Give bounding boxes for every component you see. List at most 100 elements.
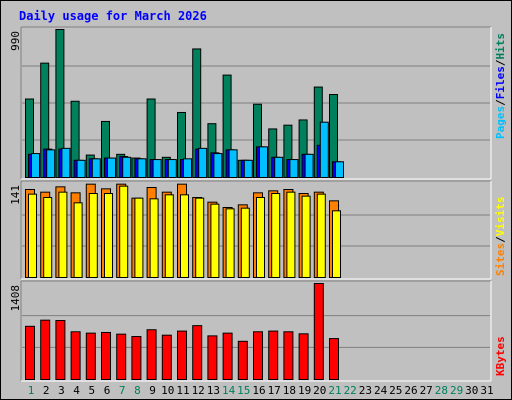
bar-kbytes-day-21: [329, 338, 339, 381]
bar-visits-day-15: [240, 207, 250, 279]
day-label-25: 25: [389, 384, 402, 397]
bar-kbytes-day-15: [237, 340, 248, 380]
bar-visits-day-3: [58, 191, 68, 279]
bar-visits-day-5: [88, 193, 98, 278]
bar-visits-day-4: [73, 202, 83, 278]
bar-kbytes-day-16: [253, 331, 263, 381]
bar-kbytes-day-4: [70, 331, 81, 381]
day-label-31: 31: [480, 384, 493, 397]
day-label-8: 8: [134, 384, 141, 397]
bar-visits-day-9: [149, 198, 159, 278]
chart-title: Daily usage for March 2026: [19, 9, 207, 23]
bar-pages-day-7: [122, 156, 132, 178]
bar-kbytes-day-18: [283, 331, 294, 381]
legend-separator: /: [494, 59, 507, 66]
day-label-14: 14: [222, 384, 236, 397]
day-label-29: 29: [450, 384, 463, 397]
bar-pages-day-4: [76, 159, 86, 178]
bar-kbytes-day-17: [268, 330, 279, 381]
legend-kbytes-panel: KBytes: [494, 336, 507, 376]
day-label-2: 2: [43, 384, 50, 397]
bar-pages-day-14: [228, 149, 238, 178]
legend-hits-panel: Pages/Files/Hits: [494, 33, 507, 139]
day-label-4: 4: [73, 384, 80, 397]
day-label-5: 5: [88, 384, 95, 397]
bar-kbytes-day-14: [222, 332, 233, 380]
bar-visits-day-16: [256, 197, 265, 278]
day-label-1: 1: [28, 384, 35, 397]
bar-visits-day-12: [195, 197, 205, 279]
bar-pages-day-15: [243, 159, 253, 178]
bar-kbytes-day-7: [116, 333, 127, 380]
bar-pages-day-13: [213, 153, 223, 179]
day-label-11: 11: [176, 384, 189, 397]
bar-visits-day-13: [210, 203, 220, 279]
bar-pages-day-3: [61, 147, 71, 178]
legend-separator: /: [494, 99, 507, 106]
bar-kbytes-day-11: [177, 330, 187, 381]
bar-kbytes-day-10: [161, 334, 172, 381]
panel-sites: 141: [9, 180, 492, 280]
bar-visits-day-10: [164, 194, 174, 278]
bar-kbytes-day-19: [298, 333, 309, 380]
bar-kbytes-day-9: [146, 329, 157, 380]
bar-visits-day-6: [104, 193, 113, 278]
legend-sites-panel: Sites/Visits: [494, 197, 507, 277]
bar-pages-day-20: [319, 121, 329, 178]
bar-pages-day-21: [335, 161, 344, 178]
bar-pages-day-10: [167, 159, 177, 179]
bar-pages-day-1: [31, 153, 40, 179]
bar-visits-day-19: [301, 195, 311, 279]
legend-files: Files: [494, 66, 507, 99]
bar-kbytes-day-5: [85, 332, 96, 380]
bar-pages-day-19: [304, 153, 314, 178]
day-label-23: 23: [359, 384, 372, 397]
day-label-26: 26: [404, 384, 417, 397]
bar-visits-day-11: [180, 194, 189, 278]
bar-pages-day-8: [137, 158, 147, 178]
legend-pages: Pages: [494, 106, 507, 139]
day-label-6: 6: [104, 384, 111, 397]
bar-kbytes-day-3: [55, 320, 66, 381]
day-label-3: 3: [58, 384, 65, 397]
day-label-9: 9: [149, 384, 156, 397]
bar-kbytes-day-6: [101, 331, 111, 381]
day-label-16: 16: [252, 384, 265, 397]
scale-label-sites: 141: [9, 185, 22, 205]
bar-visits-day-1: [28, 193, 37, 279]
legend-sites: Sites: [494, 243, 507, 276]
bar-visits-day-21: [332, 210, 341, 278]
day-label-10: 10: [161, 384, 174, 397]
day-label-13: 13: [207, 384, 220, 397]
bar-visits-day-8: [134, 197, 144, 279]
day-label-20: 20: [313, 384, 326, 397]
bar-visits-day-18: [286, 191, 296, 279]
bar-kbytes-day-20: [313, 283, 324, 380]
legend-visits: Visits: [494, 197, 507, 237]
day-label-15: 15: [237, 384, 250, 397]
day-label-21: 21: [328, 384, 341, 397]
bar-kbytes-day-1: [25, 325, 35, 380]
bar-pages-day-9: [152, 159, 162, 179]
day-label-27: 27: [420, 384, 433, 397]
day-label-30: 30: [465, 384, 478, 397]
day-label-12: 12: [192, 384, 205, 397]
bar-kbytes-day-12: [192, 325, 203, 380]
scale-label-kbytes: 1408: [9, 285, 22, 312]
bar-visits-day-14: [225, 208, 235, 278]
bar-pages-day-18: [289, 159, 299, 179]
day-label-18: 18: [283, 384, 296, 397]
day-label-22: 22: [344, 384, 357, 397]
bar-kbytes-day-2: [40, 319, 51, 381]
bar-kbytes-day-13: [207, 335, 218, 381]
bar-pages-day-16: [259, 146, 268, 178]
day-label-19: 19: [298, 384, 311, 397]
bar-visits-day-17: [271, 193, 281, 278]
bar-pages-day-6: [107, 157, 116, 179]
legend-hits: Hits: [494, 33, 507, 60]
day-label-17: 17: [268, 384, 281, 397]
day-label-24: 24: [374, 384, 388, 397]
bar-kbytes-day-8: [131, 336, 142, 380]
